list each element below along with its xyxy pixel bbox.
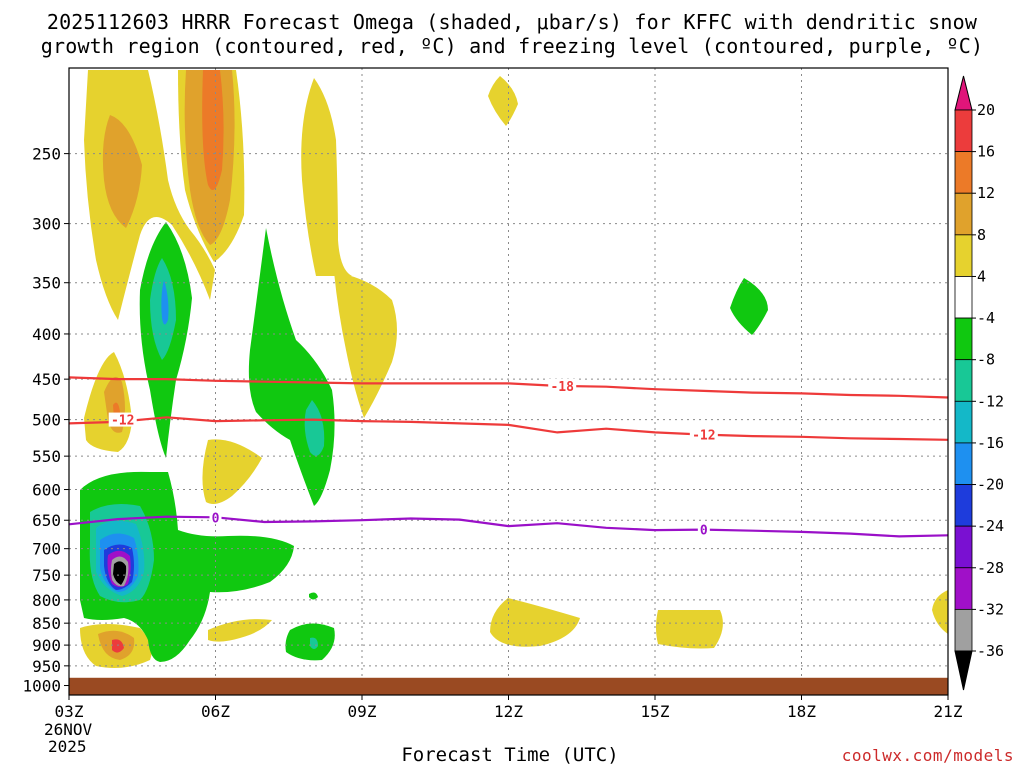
colorbar-label: 4 [977, 267, 986, 285]
y-tick-label: 550 [32, 447, 61, 466]
colorbar-band [954, 442, 973, 485]
omega-region-positive [488, 76, 518, 126]
omega-region-positive [102, 115, 142, 228]
contour-label: -12 [111, 414, 134, 429]
colorbar-label: 8 [977, 226, 986, 244]
y-tick-label: 750 [32, 566, 61, 585]
omega-region-negative [113, 561, 127, 585]
x-tick-label: 06Z [201, 702, 230, 721]
colorbar-label: -36 [977, 642, 1004, 660]
x-tick-label: 15Z [641, 702, 670, 721]
y-tick-label: 450 [32, 370, 61, 389]
colorbar-label: 16 [977, 143, 995, 161]
omega-region-positive [656, 610, 723, 649]
colorbar-band [954, 525, 973, 569]
y-tick-label: 650 [32, 511, 61, 530]
chart-title-line2: growth region (contoured, red, ºC) and f… [40, 34, 984, 58]
contour-line [69, 416, 948, 441]
date-day-month: 26NOV [44, 720, 93, 739]
colorbar-label: -16 [977, 434, 1004, 452]
colorbar-band [954, 608, 973, 652]
x-axis: 03Z 06Z 09Z 12Z 15Z 18Z 21Z [55, 695, 963, 721]
omega-region-negative [310, 637, 318, 649]
omega-region-negative [309, 592, 318, 600]
omega-region-positive [202, 70, 224, 190]
omega-region-positive [301, 78, 352, 276]
y-axis: 250 300 350 400 450 500 550 600 650 700 750 800 850 9… [22, 145, 69, 696]
y-tick-label: 850 [32, 614, 61, 633]
y-tick-label: 950 [32, 657, 61, 676]
x-tick-label: 03Z [55, 702, 84, 721]
y-tick-label: 350 [32, 274, 61, 293]
x-tick-label: 18Z [787, 702, 816, 721]
date-year: 2025 [48, 737, 87, 756]
omega-region-positive [334, 272, 397, 418]
x-axis-label: Forecast Time (UTC) [401, 744, 619, 766]
contour-label-background [689, 427, 718, 442]
y-tick-label: 600 [32, 481, 61, 500]
contour-label: -12 [692, 429, 715, 444]
colorbar-label: -8 [977, 351, 995, 369]
omega-region-negative [730, 278, 768, 335]
omega-region-positive [112, 639, 124, 653]
y-tick-label: 900 [32, 636, 61, 655]
y-tick-label: 800 [32, 591, 61, 610]
colorbar-band [954, 400, 973, 444]
x-tick-label: 21Z [934, 702, 963, 721]
colorbar-band [954, 567, 973, 610]
colorbar-band [954, 359, 973, 402]
colorbar-label: -24 [977, 517, 1004, 535]
contour-line [69, 376, 948, 399]
colorbar-band [954, 151, 973, 194]
omega-region-positive [208, 619, 272, 642]
ground-surface [69, 677, 948, 695]
colorbar-label: -12 [977, 392, 1004, 410]
colorbar-label: -4 [977, 309, 995, 327]
contour-labels: -18 -12 -12 0 0 [108, 378, 718, 539]
colorbar-label: -28 [977, 559, 1004, 577]
colorbar-band [954, 276, 973, 319]
x-tick-label: 09Z [348, 702, 377, 721]
contour-label-background [548, 378, 577, 393]
credit-link[interactable]: coolwx.com/models [841, 746, 1014, 765]
y-tick-label: 300 [32, 215, 61, 234]
chart-title: 2025112603 HRRR Forecast Omega (shaded, … [0, 10, 1024, 58]
colorbar-label: -32 [977, 600, 1004, 618]
y-tick-label: 700 [32, 540, 61, 559]
colorbar-band [954, 234, 973, 277]
y-tick-label: 400 [32, 325, 61, 344]
colorbar: 20 16 12 8 4 -4 -8 -12 -16 -20 -24 -28 -32 -36 [954, 75, 1004, 691]
contour-label-background [209, 510, 222, 525]
y-tick-label: 250 [32, 145, 61, 164]
contour-label: 0 [700, 524, 708, 539]
colorbar-label: 12 [977, 184, 995, 202]
colorbar-band [954, 192, 973, 236]
omega-region-negative [304, 400, 325, 456]
y-tick-label: 1000 [22, 677, 61, 696]
contour-label-background [697, 522, 710, 537]
y-tick-label: 500 [32, 411, 61, 430]
x-tick-label: 12Z [494, 702, 523, 721]
omega-region-positive [490, 598, 580, 647]
colorbar-band [954, 650, 973, 691]
colorbar-band [954, 75, 973, 111]
colorbar-band [954, 317, 973, 361]
contour-label: -18 [550, 380, 574, 395]
omega-region-positive [932, 590, 948, 634]
chart-title-line1: 2025112603 HRRR Forecast Omega (shaded, … [46, 10, 978, 34]
colorbar-band [954, 484, 973, 527]
contour-label: 0 [212, 511, 220, 526]
colorbar-label: 20 [977, 101, 995, 119]
contour-label-background [108, 412, 137, 427]
omega-region-positive [202, 439, 262, 504]
colorbar-band [954, 109, 973, 153]
colorbar-label: -20 [977, 476, 1004, 494]
omega-region-negative [161, 280, 169, 325]
